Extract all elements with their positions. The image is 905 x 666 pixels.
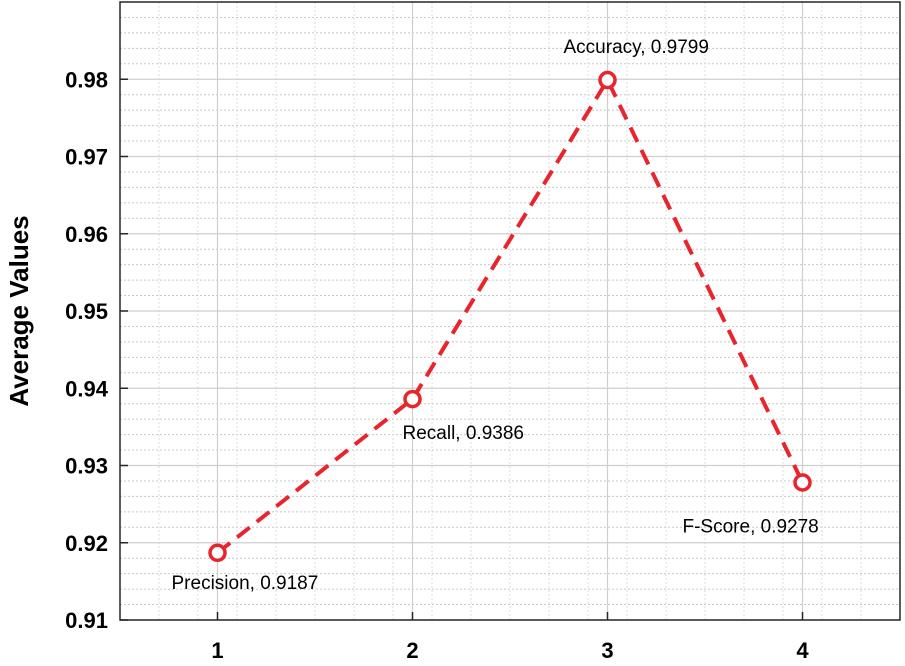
y-tick-label: 0.95 [65,299,108,324]
x-tick-label: 1 [211,638,223,663]
y-tick-label: 0.92 [65,531,108,556]
data-label: Accuracy, 0.9799 [564,37,709,58]
series [208,70,812,563]
y-axis: 0.91 0.92 0.93 0.94 0.95 0.96 0.97 0.98 [65,67,128,633]
x-tick-label: 2 [406,638,418,663]
data-label: F-Score, 0.9278 [683,516,819,537]
x-tick-label: 4 [796,638,809,663]
x-axis: 1 2 3 4 [211,612,809,663]
series-line [216,78,805,555]
major-grid [120,2,900,621]
data-point [793,473,812,492]
data-label: Recall, 0.9386 [403,423,524,444]
data-point [208,543,227,563]
y-tick-label: 0.96 [65,222,108,247]
data-labels: Precision, 0.9187 Recall, 0.9386 Accuracy,… [172,37,819,594]
y-tick-label: 0.97 [65,145,108,170]
y-tick-label: 0.93 [65,454,108,479]
y-tick-label: 0.98 [65,67,108,92]
y-tick-label: 0.94 [65,376,109,401]
y-tick-label: 0.91 [65,608,108,633]
y-axis-label: Average Values [4,215,34,406]
data-point [598,70,617,90]
x-tick-label: 3 [601,638,613,663]
data-point [403,389,422,409]
data-label: Precision, 0.9187 [172,573,319,594]
